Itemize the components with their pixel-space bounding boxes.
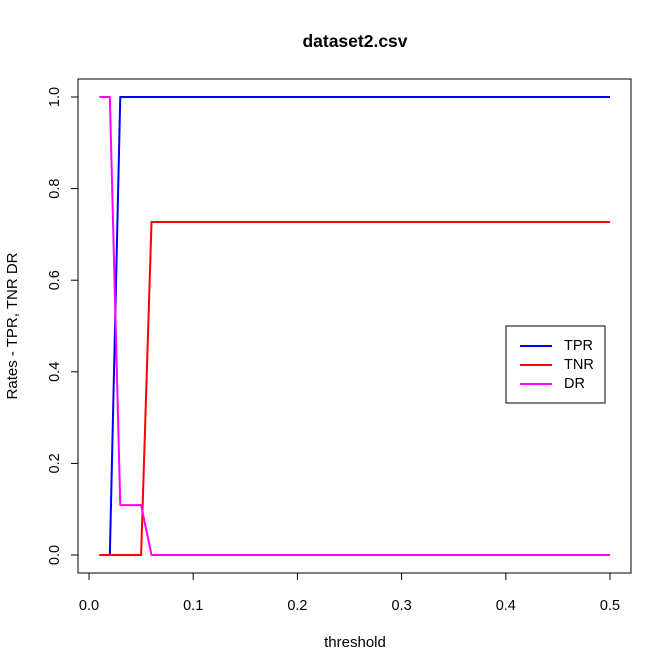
x-tick-label: 0.1 bbox=[183, 598, 203, 614]
x-tick-label: 0.5 bbox=[600, 598, 620, 614]
x-axis: 0.0 0.1 0.2 0.3 0.4 0.5 bbox=[79, 572, 620, 614]
series-line-tnr bbox=[99, 221, 610, 556]
x-tick-label: 0.2 bbox=[287, 598, 307, 614]
y-tick-label: 0.6 bbox=[47, 270, 63, 290]
legend: TPR TNR DR bbox=[505, 325, 606, 404]
y-tick-label: 0.0 bbox=[47, 545, 63, 565]
x-tick-label: 0.4 bbox=[496, 598, 516, 614]
y-axis-label: Rates - TPR, TNR DR bbox=[4, 252, 21, 399]
legend-label-tpr: TPR bbox=[564, 338, 593, 354]
y-tick-label: 1.0 bbox=[47, 87, 63, 107]
y-axis: 0.0 0.2 0.4 0.6 0.8 1.0 bbox=[47, 87, 79, 565]
x-tick-label: 0.0 bbox=[79, 598, 99, 614]
legend-label-dr: DR bbox=[564, 376, 585, 392]
plot-frame bbox=[77, 78, 632, 574]
series-layer bbox=[99, 96, 610, 556]
series-line-tpr bbox=[99, 96, 610, 556]
y-tick-label: 0.4 bbox=[47, 362, 63, 382]
y-tick-label: 0.8 bbox=[47, 179, 63, 199]
series-line-dr bbox=[99, 96, 610, 556]
y-tick-label: 0.2 bbox=[47, 453, 63, 473]
x-tick-label: 0.3 bbox=[392, 598, 412, 614]
legend-label-tnr: TNR bbox=[564, 357, 594, 373]
x-axis-label: threshold bbox=[324, 634, 386, 651]
chart-title: dataset2.csv bbox=[302, 31, 407, 51]
